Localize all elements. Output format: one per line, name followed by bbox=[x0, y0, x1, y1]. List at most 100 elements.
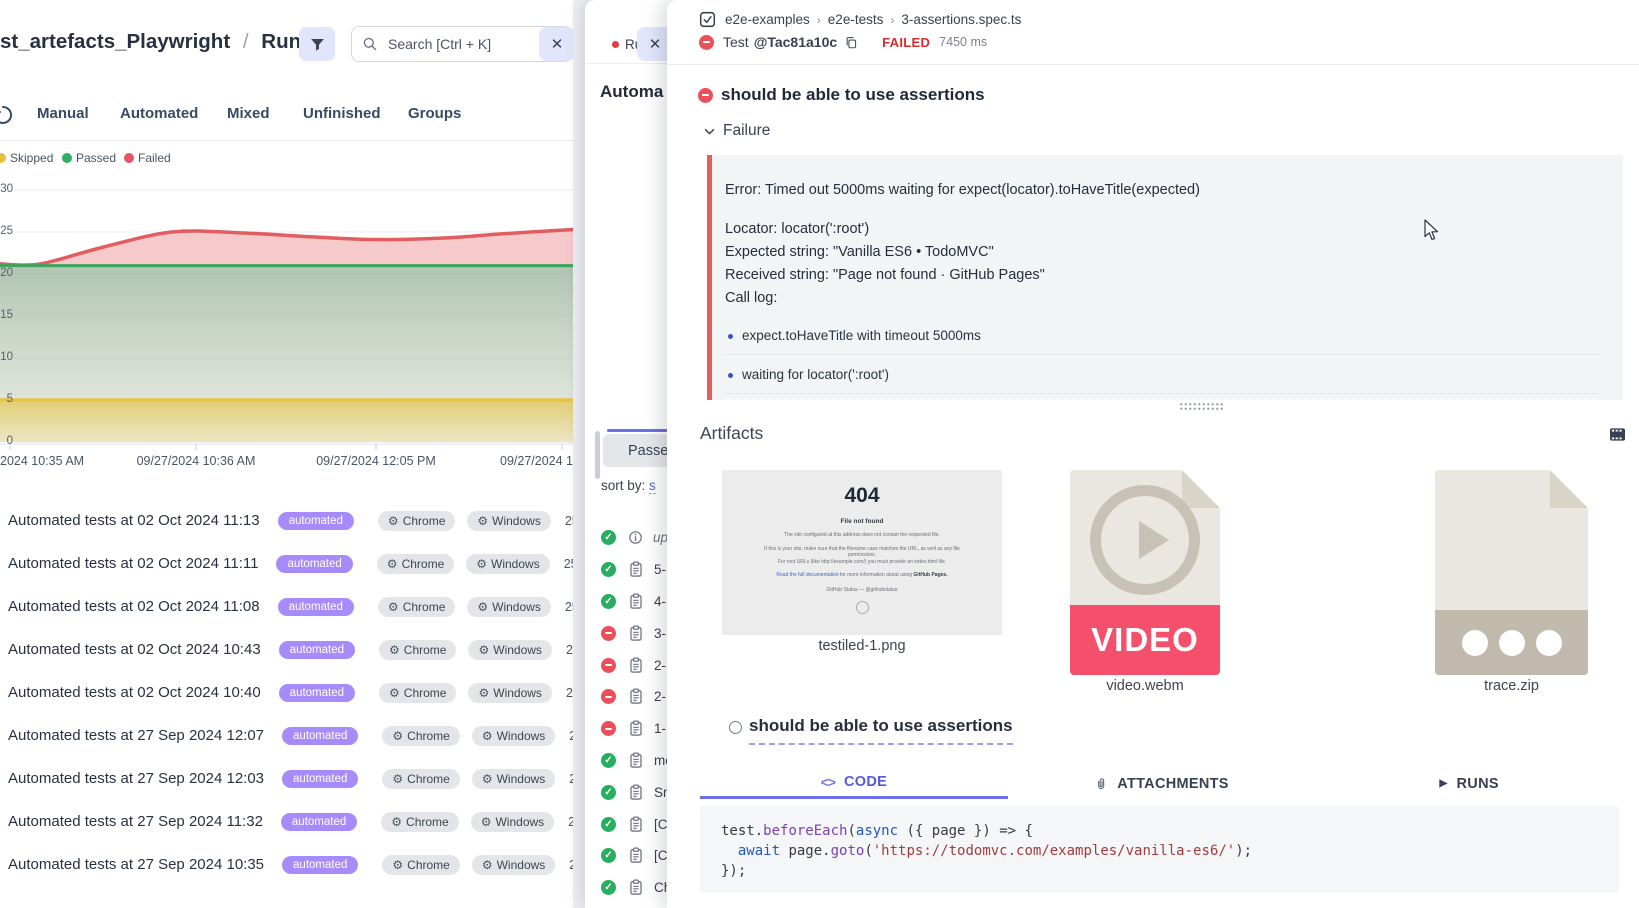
failure-section-toggle[interactable]: Failure bbox=[703, 122, 770, 140]
test-file-row[interactable]: ✓ [C bbox=[601, 808, 677, 840]
legend-item: Failed bbox=[124, 151, 171, 165]
test-file-row[interactable]: 2- bbox=[601, 649, 677, 681]
run-row[interactable]: Automated tests at 02 Oct 2024 10:43 aut… bbox=[0, 628, 573, 671]
test-file-row[interactable]: ✓ 5- bbox=[601, 554, 677, 586]
artifact-archive-thumbnail[interactable] bbox=[1435, 470, 1588, 675]
test-detail-header: e2e-examples › e2e-tests › 3-assertions.spec… bbox=[667, 0, 1639, 65]
breadcrumb-project[interactable]: st_artefacts_Playwright bbox=[0, 30, 231, 53]
test-tag[interactable]: @Tac81a10c bbox=[753, 34, 838, 50]
run-row[interactable]: Automated tests at 02 Oct 2024 11:13 aut… bbox=[0, 499, 573, 542]
tab-attachments[interactable]: ATTACHMENTS bbox=[1008, 768, 1316, 799]
test-file-row[interactable]: 1- bbox=[601, 713, 677, 745]
tab-manual[interactable]: Manual bbox=[37, 105, 89, 122]
artifact-video-thumbnail[interactable]: VIDEO bbox=[1070, 470, 1220, 675]
runs-list: Automated tests at 02 Oct 2024 11:13 aut… bbox=[0, 499, 573, 886]
funnel-icon bbox=[310, 38, 324, 51]
call-log-list: expect.toHaveTitle with timeout 5000ms wa… bbox=[725, 316, 1599, 394]
test-title-row: should be able to use assertions bbox=[698, 85, 985, 105]
status-badge: FAILED bbox=[882, 34, 931, 50]
env-chip: ⚙ Windows bbox=[471, 725, 556, 746]
run-title: Automated tests at 27 Sep 2024 12:07 bbox=[8, 727, 265, 744]
run-title: Automated tests at 02 Oct 2024 10:43 bbox=[8, 641, 261, 658]
test-file-row[interactable]: ✓ Sm bbox=[601, 776, 677, 808]
paperclip-icon bbox=[1098, 778, 1105, 789]
test-file-label: 5- bbox=[654, 562, 667, 578]
run-title: Automated tests at 02 Oct 2024 10:40 bbox=[8, 684, 261, 701]
test-file-row[interactable]: ✓ [C bbox=[601, 840, 677, 872]
filter-button[interactable] bbox=[299, 27, 335, 61]
test-file-row[interactable]: ✓ uplo bbox=[601, 522, 677, 554]
run-row[interactable]: Automated tests at 02 Oct 2024 11:11 aut… bbox=[0, 542, 573, 585]
thumb-404-title: 404 bbox=[844, 484, 880, 507]
test-file-list: ✓ uplo ✓ 5- ✓ 4- 3- 2- bbox=[601, 522, 677, 904]
tab-mixed[interactable]: Mixed bbox=[227, 105, 270, 122]
env-chip: ⚙ Windows bbox=[468, 682, 552, 703]
env-chip: ⚙ Chrome bbox=[381, 811, 459, 832]
tab-automated[interactable]: Automated bbox=[120, 105, 199, 122]
search-input[interactable] bbox=[386, 35, 561, 53]
run-row[interactable]: Automated tests at 02 Oct 2024 10:40 aut… bbox=[0, 671, 573, 714]
legend-dot bbox=[62, 153, 72, 163]
run-tests-count: 24 tests bbox=[565, 642, 573, 657]
test-file-row[interactable]: 3- bbox=[601, 617, 677, 649]
y-axis-tick: 30 bbox=[0, 183, 13, 195]
test-file-row[interactable]: ✓ Ch bbox=[601, 872, 677, 904]
close-filter-button[interactable]: ✕ bbox=[539, 27, 573, 61]
run-row[interactable]: Automated tests at 27 Sep 2024 12:03 aut… bbox=[0, 757, 573, 800]
resize-handle[interactable] bbox=[1179, 402, 1225, 411]
run-detail-drawer: Ru ✕ Automa Passed sort by: s ✓ uplo ✓ 5… bbox=[585, 0, 677, 908]
code-icon: <> bbox=[820, 774, 836, 790]
run-row[interactable]: Automated tests at 27 Sep 2024 10:35 aut… bbox=[0, 843, 573, 886]
pending-circle-icon bbox=[729, 721, 742, 734]
test-file-row[interactable]: ✓ mo bbox=[601, 745, 677, 777]
clipboard-icon bbox=[628, 688, 644, 705]
run-tests-count: 25 tests bbox=[569, 857, 573, 872]
gear-icon: ⚙ bbox=[392, 771, 404, 786]
run-tests-count: 25 tests bbox=[569, 771, 573, 786]
failed-icon bbox=[601, 625, 616, 641]
tab-runs[interactable]: ▶ RUNS bbox=[1315, 768, 1623, 799]
sort-value-link[interactable]: s bbox=[649, 478, 656, 494]
run-title: Automated tests at 27 Sep 2024 11:32 bbox=[8, 813, 263, 830]
gallery-view-icon[interactable] bbox=[1610, 428, 1625, 446]
tab-code[interactable]: <> CODE bbox=[700, 768, 1008, 799]
scrollbar-thumb[interactable] bbox=[595, 431, 600, 479]
passed-filter-button[interactable]: Passed bbox=[603, 434, 677, 467]
env-chip: ⚙ Chrome bbox=[377, 596, 456, 617]
gear-icon: ⚙ bbox=[392, 728, 404, 743]
env-chip: ⚙ Chrome bbox=[376, 553, 455, 574]
test-retry-link[interactable]: should be able to use assertions bbox=[729, 716, 1013, 745]
failed-icon bbox=[601, 689, 616, 705]
tab-label: CODE bbox=[843, 774, 888, 790]
breadcrumb-item[interactable]: e2e-examples bbox=[725, 12, 810, 27]
artifact-label[interactable]: testiled-1.png bbox=[818, 638, 906, 654]
call-log-item: waiting for locator(':root') bbox=[725, 355, 1599, 394]
artifact-screenshot-thumbnail[interactable]: 404 File not found The site configured a… bbox=[722, 470, 1002, 635]
run-row[interactable]: Automated tests at 02 Oct 2024 11:08 aut… bbox=[0, 585, 573, 628]
run-type-badge: automated bbox=[282, 855, 359, 874]
tab-groups[interactable]: Groups bbox=[408, 105, 462, 122]
run-row[interactable]: Automated tests at 27 Sep 2024 11:32 aut… bbox=[0, 800, 573, 843]
copy-icon[interactable] bbox=[844, 35, 858, 50]
y-axis-tick: 25 bbox=[0, 225, 13, 237]
env-chip: ⚙ Chrome bbox=[377, 510, 456, 531]
run-title: Automated tests at 02 Oct 2024 11:13 bbox=[8, 512, 260, 529]
run-type-badge: automated bbox=[277, 597, 354, 616]
artifact-label[interactable]: trace.zip bbox=[1484, 678, 1539, 694]
test-file-row[interactable]: 2- bbox=[601, 681, 677, 713]
artifact-label[interactable]: video.webm bbox=[1106, 678, 1184, 694]
run-row[interactable]: Automated tests at 27 Sep 2024 12:07 aut… bbox=[0, 714, 573, 757]
info-icon bbox=[628, 530, 643, 545]
gear-icon: ⚙ bbox=[478, 642, 490, 657]
tab-unfinished[interactable]: Unfinished bbox=[303, 105, 381, 122]
run-title: Automated tests at 27 Sep 2024 12:03 bbox=[8, 770, 265, 787]
passed-icon: ✓ bbox=[601, 593, 616, 609]
breadcrumb-item[interactable]: 3-assertions.spec.ts bbox=[901, 12, 1022, 27]
github-logo bbox=[855, 600, 869, 614]
history-icon[interactable] bbox=[0, 104, 14, 126]
thumb-404-line: The site configured at this address does… bbox=[784, 532, 940, 538]
test-file-row[interactable]: ✓ 4- bbox=[601, 586, 677, 618]
run-type-badge: automated bbox=[282, 769, 359, 788]
breadcrumb-item[interactable]: e2e-tests bbox=[827, 12, 884, 27]
gear-icon: ⚙ bbox=[480, 814, 492, 829]
